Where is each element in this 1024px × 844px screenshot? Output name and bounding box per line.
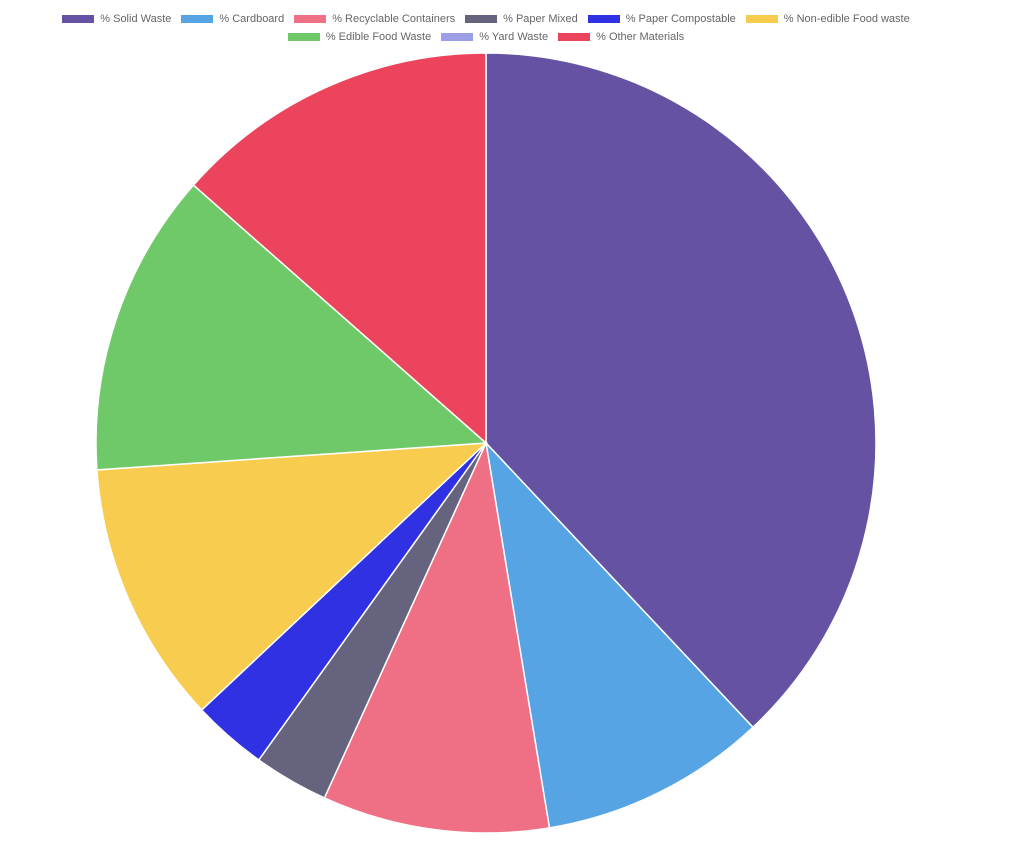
legend-label: % Solid Waste xyxy=(100,13,172,25)
pie-slice-recyclable-containers[interactable] xyxy=(323,440,551,834)
legend-swatch xyxy=(181,15,214,23)
legend-item-recyclable-containers[interactable]: % Recyclable Containers xyxy=(294,12,455,26)
legend-swatch xyxy=(294,15,327,23)
legend-label: % Recyclable Containers xyxy=(332,13,456,25)
legend-label: % Paper Mixed xyxy=(503,13,578,25)
legend-swatch xyxy=(465,15,498,23)
legend-swatch xyxy=(287,33,320,41)
legend-label: % Cardboard xyxy=(219,13,285,25)
legend-swatch xyxy=(441,33,474,41)
pie-slices xyxy=(95,52,877,834)
legend-row-2: % Edible Food Waste % Yard Waste % Other… xyxy=(0,30,972,44)
chart-legend: % Solid Waste % Cardboard % Recyclable C… xyxy=(0,12,972,44)
legend-item-yard-waste[interactable]: % Yard Waste xyxy=(441,30,548,44)
legend-label: % Other Materials xyxy=(596,31,685,43)
pie-slice-other-materials[interactable] xyxy=(192,52,487,445)
legend-item-cardboard[interactable]: % Cardboard xyxy=(181,12,284,26)
legend-swatch xyxy=(558,33,591,41)
legend-label: % Yard Waste xyxy=(479,31,549,43)
legend-label: % Edible Food Waste xyxy=(325,31,432,43)
legend-label: % Paper Compostable xyxy=(625,13,736,25)
legend-item-solid-waste[interactable]: % Solid Waste xyxy=(62,12,171,26)
legend-item-other-materials[interactable]: % Other Materials xyxy=(558,30,684,44)
legend-item-paper-compostable[interactable]: % Paper Compostable xyxy=(587,12,736,26)
pie-slice-cardboard[interactable] xyxy=(484,440,755,829)
legend-label: % Non-edible Food waste xyxy=(783,13,910,25)
pie-slice-edible-food-waste[interactable] xyxy=(95,184,488,471)
legend-swatch xyxy=(62,15,95,23)
legend-item-paper-mixed[interactable]: % Paper Mixed xyxy=(465,12,578,26)
pie-slice-solid-waste[interactable] xyxy=(485,52,877,729)
legend-swatch xyxy=(587,15,620,23)
legend-item-edible-food-waste[interactable]: % Edible Food Waste xyxy=(287,30,432,44)
legend-swatch xyxy=(745,15,778,23)
pie-slice-non-edible-food-waste[interactable] xyxy=(96,442,489,712)
legend-row-1: % Solid Waste % Cardboard % Recyclable C… xyxy=(0,12,972,26)
legend-item-non-edible-food-waste[interactable]: % Non-edible Food waste xyxy=(745,12,910,26)
